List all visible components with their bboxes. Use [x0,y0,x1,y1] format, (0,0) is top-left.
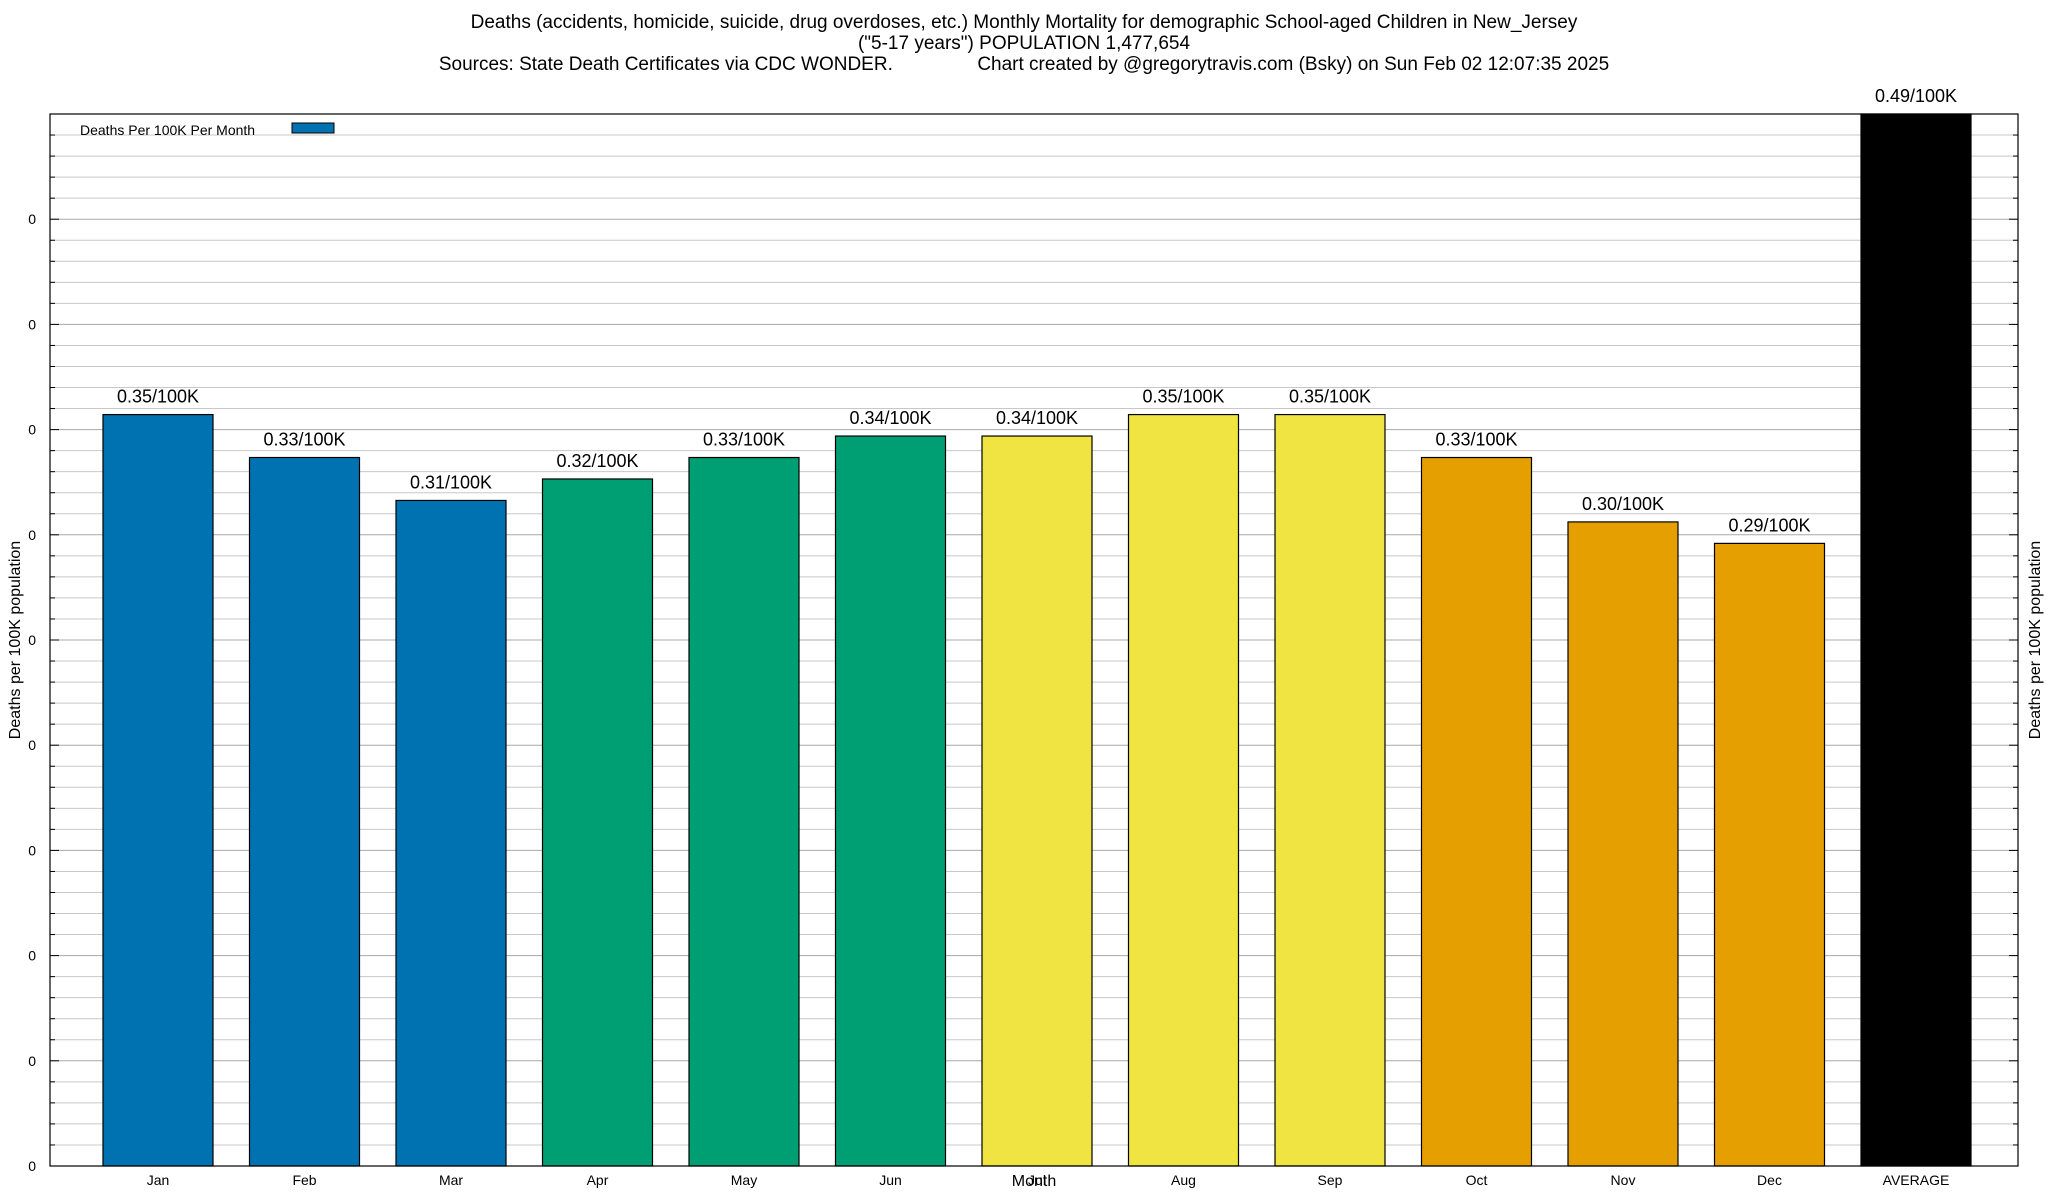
bar-value-label: 0.33/100K [263,430,345,450]
bar-value-label: 0.29/100K [1728,515,1810,535]
y-tick-label: 0 [28,737,36,753]
bar-value-label: 0.35/100K [117,387,199,407]
y-axis-label-right: Deaths per 100K population [2027,541,2044,739]
bar-aug [1127,413,1240,1167]
bar-feb [248,456,361,1167]
bar-value-label: 0.30/100K [1582,494,1664,514]
chart-title-block: Deaths (accidents, homicide, suicide, dr… [0,12,2048,75]
y-tick-label: 0 [28,948,36,964]
x-tick-label: Jun [879,1172,902,1188]
bar-value-label: 0.33/100K [703,430,785,450]
bar-may [688,456,800,1167]
bar-value-label: 0.34/100K [849,408,931,428]
bar-jun [834,435,947,1167]
x-tick-label: Dec [1757,1172,1782,1188]
y-tick-label: 0 [28,842,36,858]
bar-value-label: 0.35/100K [1289,387,1371,407]
bar-average [1860,113,1972,1167]
x-tick-label: Apr [587,1172,609,1188]
x-tick-label: Aug [1171,1172,1196,1188]
bar-dec [1713,542,1826,1167]
x-tick-label: Sep [1318,1172,1343,1188]
x-tick-label: Oct [1466,1172,1488,1188]
bar-value-label: 0.32/100K [556,451,638,471]
bar-oct [1420,456,1533,1167]
chart-subtitle: ("5-17 years") POPULATION 1,477,654 [857,33,1191,54]
bar-value-label: 0.33/100K [1435,430,1517,450]
y-tick-label: 0 [28,1053,36,1069]
plot-frame [49,113,2019,1167]
y-tick-label: 0 [28,316,36,332]
y-axis-label-left: Deaths per 100K population [7,541,24,739]
bar-jan [102,413,214,1167]
bar-value-label: 0.35/100K [1142,387,1224,407]
x-tick-label: AVERAGE [1883,1172,1950,1188]
y-tick-label: 0 [28,1158,36,1174]
y-tick-label: 0 [28,422,36,438]
bar-value-label: 0.34/100K [996,408,1078,428]
x-tick-label: Jan [147,1172,170,1188]
x-tick-label: Mar [439,1172,463,1188]
bar-mar [395,499,507,1167]
x-axis-label: Month [1012,1173,1056,1190]
y-tick-label: 0 [28,632,36,648]
legend-label: Deaths Per 100K Per Month [80,122,255,138]
x-tick-label: Jul [1028,1172,1046,1188]
x-tick-label: Feb [292,1172,316,1188]
bar-value-label: 0.49/100K [1875,86,1957,106]
chart-source-line: Sources: State Death Certificates via CD… [438,54,1610,75]
x-tick-label: May [731,1172,757,1188]
y-tick-label: 0 [28,527,36,543]
x-tick-label: Nov [1611,1172,1636,1188]
bar-nov [1567,521,1679,1167]
bar-value-label: 0.31/100K [410,472,492,492]
legend-swatch [291,122,335,134]
bar-sep [1274,413,1386,1167]
y-tick-label: 0 [28,211,36,227]
bar-jul [981,435,1093,1167]
chart-title: Deaths (accidents, homicide, suicide, dr… [470,12,1578,33]
bar-apr [541,478,654,1167]
